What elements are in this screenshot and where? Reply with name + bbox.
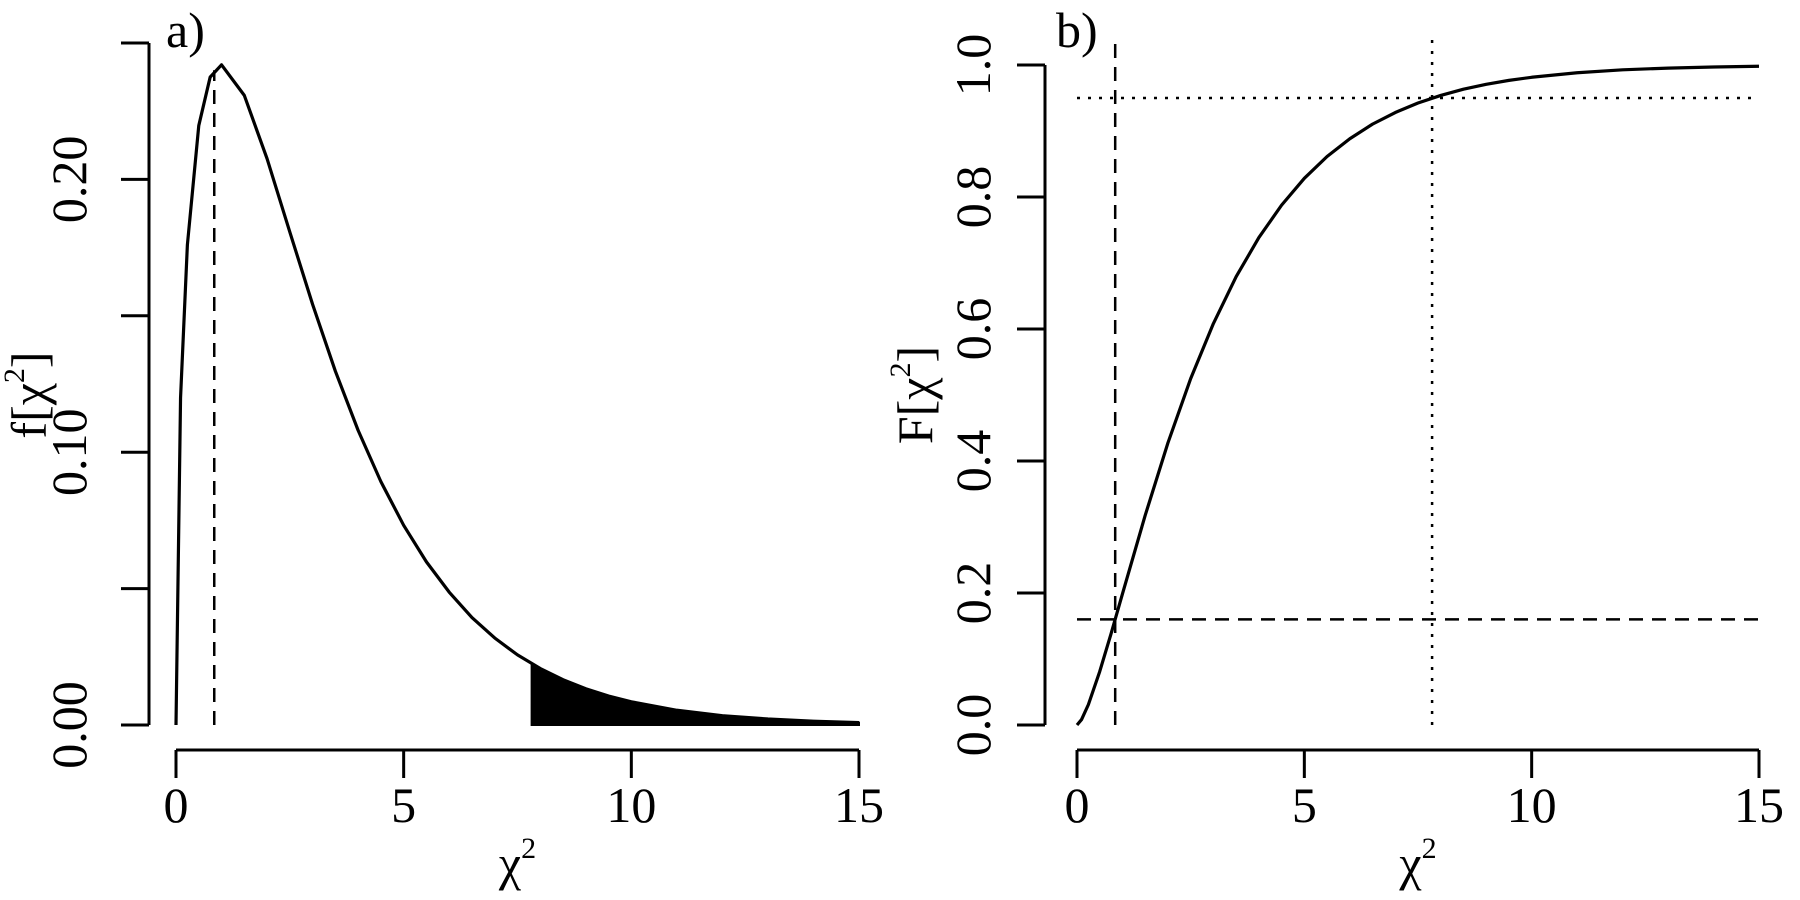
- y-axis-label-base: f[χ: [1, 383, 57, 439]
- y-tick-label: 0.8: [945, 166, 1001, 229]
- x-tick-label: 0: [164, 777, 189, 833]
- x-tick-label: 10: [606, 777, 656, 833]
- x-tick-label: 5: [1292, 777, 1317, 833]
- x-axis-label-base: χ: [498, 835, 521, 891]
- y-axis-label-sup: 2: [884, 363, 917, 378]
- x-axis-label: χ2: [1398, 832, 1436, 891]
- x-tick-label: 0: [1065, 777, 1090, 833]
- y-axis-label-end: ]: [1, 351, 57, 368]
- y-tick-label: 0.4: [945, 430, 1001, 493]
- x-axis-label-base: χ: [1398, 835, 1421, 891]
- y-tick-label: 0.0: [945, 694, 1001, 757]
- x-axis-label-sup: 2: [1422, 832, 1437, 865]
- data-line: [174, 63, 860, 726]
- x-tick-label: 10: [1507, 777, 1557, 833]
- y-tick-label: 0.2: [945, 562, 1001, 625]
- x-tick-label: 5: [391, 777, 416, 833]
- x-tick-label: 15: [1734, 777, 1784, 833]
- y-tick-label: 0.00: [41, 681, 97, 769]
- x-axis-label-sup: 2: [521, 832, 536, 865]
- x-tick-label: 15: [834, 777, 884, 833]
- y-tick-label: 1.0: [945, 34, 1001, 97]
- shaded-area: [530, 661, 860, 726]
- y-tick-label: 0.6: [945, 298, 1001, 361]
- data-line: [1075, 64, 1760, 727]
- y-tick-label: 0.20: [41, 136, 97, 224]
- panel-label: a): [166, 2, 205, 58]
- x-axis-label: χ2: [498, 832, 536, 891]
- y-axis-label-sup: 2: [0, 368, 31, 383]
- y-tick-label: 0.10: [41, 408, 97, 496]
- y-axis-label-end: ]: [887, 346, 943, 363]
- panel-label: b): [1056, 2, 1098, 58]
- y-axis-label: f[χ2]: [0, 351, 57, 438]
- y-axis-label-base: F[χ: [887, 378, 943, 445]
- y-axis-label: F[χ2]: [884, 346, 943, 444]
